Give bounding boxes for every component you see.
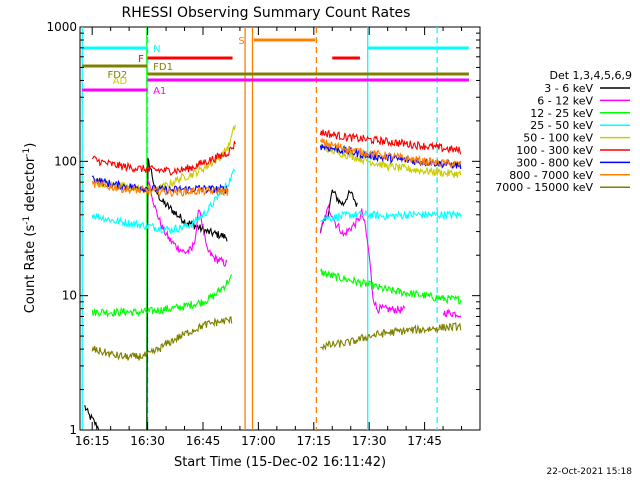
legend-label-100-300-kev: 100 - 300 keV xyxy=(516,144,593,157)
series-25-50-kev-line-0 xyxy=(91,168,236,235)
flag-s-label: S xyxy=(238,36,244,47)
x-tick-label-17-30: 17:30 xyxy=(352,434,387,448)
x-tick-label-17-45: 17:45 xyxy=(407,434,442,448)
x-axis-label: Start Time (15-Dec-02 16:11:42) xyxy=(174,455,386,470)
y-axis-label-sup2: -1 xyxy=(22,148,32,157)
series-300-800-kev-line-1 xyxy=(319,144,462,169)
series-lines xyxy=(84,124,462,431)
x-tick-label-16-15: 16:15 xyxy=(75,434,110,448)
flag-ad-label: AD xyxy=(113,76,128,87)
x-axis-ticks: 16:15 16:30 16:45 17:00 17:15 17:30 17:45 xyxy=(75,27,463,448)
y-axis-label-start: Count Rate (s xyxy=(23,225,38,314)
y-axis-label: Count Rate (s-1 detector-1) xyxy=(22,143,38,314)
series-7000-15000-kev-line-1 xyxy=(320,322,462,352)
series-12-25-kev-line-0 xyxy=(91,274,233,318)
y-axis-label-sup1: -1 xyxy=(22,216,32,225)
y-tick-label-1000: 1000 xyxy=(46,20,77,34)
series-100-300-kev-line-1 xyxy=(319,129,462,155)
y-tick-label-1: 1 xyxy=(69,423,77,437)
series-6-12-kev-line-0 xyxy=(147,179,228,267)
series-800-7000-kev-line-1 xyxy=(319,137,462,168)
flag-fd1-label: FD1 xyxy=(153,62,173,73)
generated-timestamp: 22-Oct-2021 15:18 xyxy=(547,467,633,477)
series-25-50-kev-line-1 xyxy=(320,209,462,223)
y-axis-label-end: ) xyxy=(23,143,38,148)
x-tick-label-17-00: 17:00 xyxy=(241,434,276,448)
legend-label-3-6-kev: 3 - 6 keV xyxy=(544,82,593,95)
flag-fd2-label: FD2 xyxy=(107,70,127,81)
series-800-7000-kev-line-0 xyxy=(91,178,229,198)
legend-label-800-7000-kev: 800 - 7000 keV xyxy=(509,169,593,182)
flag-n-label: N xyxy=(153,44,160,55)
x-tick-label-17-15: 17:15 xyxy=(296,434,331,448)
legend-label-6-12-kev: 6 - 12 keV xyxy=(537,94,593,107)
x-tick-label-16-45: 16:45 xyxy=(186,434,221,448)
y-tick-label-10: 10 xyxy=(62,289,77,303)
y-axis-ticks: 1 10 100 1000 xyxy=(46,20,480,437)
flag-f-label: F xyxy=(138,54,144,65)
y-tick-label-100: 100 xyxy=(54,154,77,168)
series-3-6-kev-line-0 xyxy=(84,405,100,431)
time-markers xyxy=(81,27,438,430)
series-12-25-kev-line-1 xyxy=(319,268,462,305)
plot-frame xyxy=(79,26,481,431)
series-7000-15000-kev-line-0 xyxy=(91,316,233,361)
legend-label-25-50-kev: 25 - 50 keV xyxy=(530,119,593,132)
series-50-100-kev-line-0 xyxy=(92,124,236,195)
legend-label-300-800-kev: 300 - 800 keV xyxy=(516,156,593,169)
series-50-100-kev-line-1 xyxy=(319,143,462,178)
legend-label-50-100-kev: 50 - 100 keV xyxy=(523,132,593,145)
flag-a1-label: A1 xyxy=(153,86,166,97)
series-6-12-kev-line-2 xyxy=(442,308,462,319)
series-100-300-kev-line-0 xyxy=(91,141,236,176)
legend-label-12-25-kev: 12 - 25 keV xyxy=(530,107,593,120)
chart-title: RHESSI Observing Summary Count Rates xyxy=(122,5,411,21)
series-3-6-kev-line-1 xyxy=(146,158,228,431)
y-axis-label-mid: detector xyxy=(23,156,38,216)
legend-label-7000-15000-kev: 7000 - 15000 keV xyxy=(495,181,593,194)
x-tick-label-16-30: 16:30 xyxy=(130,434,165,448)
series-6-12-kev-line-1 xyxy=(319,203,406,314)
legend-title: Det 1,3,4,5,6,9 xyxy=(549,69,632,82)
